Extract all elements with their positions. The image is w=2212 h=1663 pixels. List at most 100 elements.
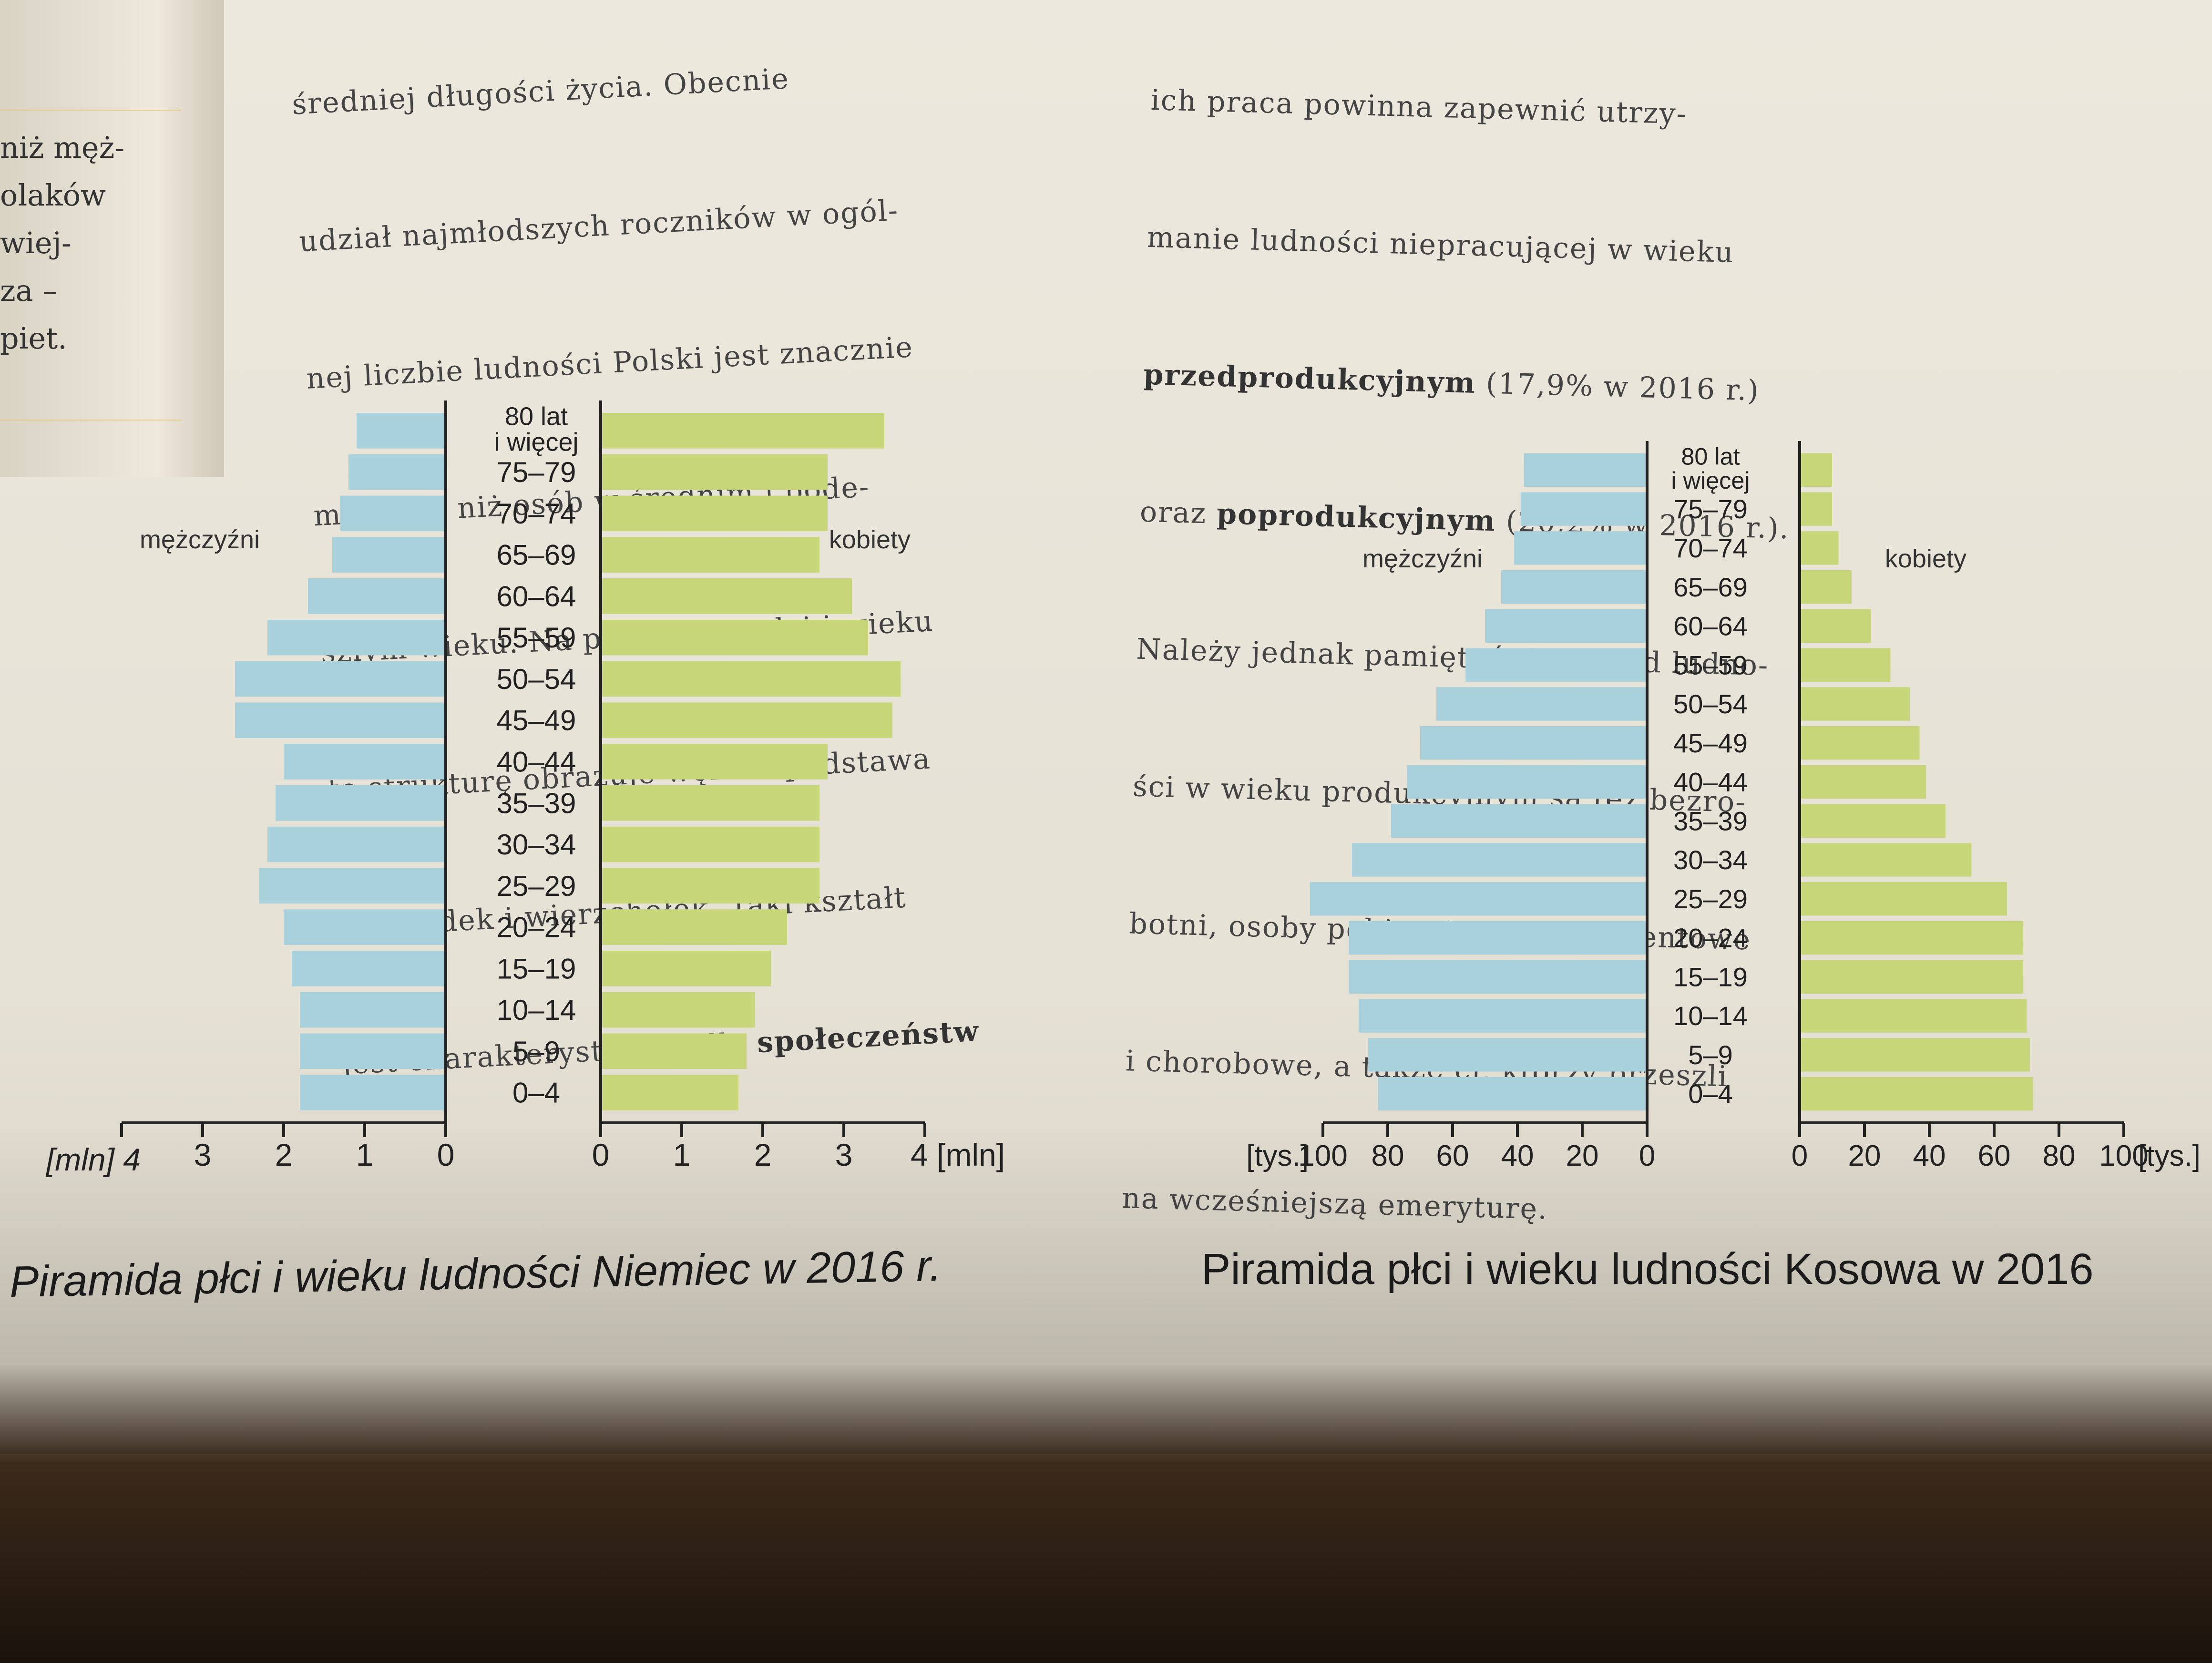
bar-male-germany (332, 537, 446, 573)
age-label: 70–74 (497, 498, 576, 530)
bar-female-germany (601, 744, 828, 780)
bar-female-germany (601, 909, 787, 945)
bar-female-germany (601, 702, 892, 739)
age-label: 0–4 (1688, 1079, 1732, 1109)
tick-label: 3 (194, 1137, 212, 1172)
tick-label: 3 (835, 1137, 853, 1172)
tick-label: 2 (754, 1137, 772, 1172)
bar-male-kosovo (1349, 921, 1647, 955)
bar-male-kosovo (1420, 726, 1647, 760)
age-label: 10–14 (497, 994, 576, 1026)
bar-male-kosovo (1368, 1038, 1647, 1072)
bar-female-kosovo (1800, 570, 1852, 604)
legend-male-label: mężczyźni (1362, 544, 1483, 573)
bar-male-germany (284, 744, 446, 780)
bar-male-kosovo (1501, 570, 1647, 604)
bar-male-germany (300, 1033, 446, 1069)
bar-female-kosovo (1800, 960, 2024, 994)
legend-female-label: kobiety (829, 525, 911, 554)
age-label: 10–14 (1673, 1001, 1748, 1031)
age-label: 20–24 (1673, 923, 1748, 953)
bar-female-kosovo (1800, 765, 1926, 799)
bar-female-germany (601, 537, 819, 573)
tick-label: 0 (1792, 1139, 1808, 1172)
tick-label: 0 (1639, 1139, 1655, 1172)
bar-male-kosovo (1514, 531, 1647, 565)
left-page-edge: niż męż- olaków wiej- za – piet. (0, 0, 224, 477)
bar-male-kosovo (1352, 843, 1647, 877)
tick-label: 1 (673, 1137, 691, 1172)
age-label: 40–44 (1673, 767, 1748, 797)
bar-male-kosovo (1358, 999, 1647, 1033)
chart-caption-kosovo: Piramida płci i wieku ludności Kosowa w … (1201, 1245, 2094, 1293)
bar-female-germany (601, 619, 868, 656)
bar-female-kosovo (1800, 687, 1910, 721)
age-label: 60–64 (1673, 611, 1748, 641)
bar-female-germany (601, 785, 819, 821)
bar-female-germany (601, 1075, 738, 1110)
age-label: 30–34 (1673, 845, 1748, 875)
bar-female-germany (601, 495, 828, 532)
bar-female-kosovo (1800, 843, 1972, 877)
bar-female-kosovo (1800, 726, 1920, 760)
bar-female-kosovo (1800, 609, 1871, 643)
age-label: 15–19 (1673, 962, 1748, 992)
left-margin-text: niż męż- olaków wiej- za – piet. (0, 124, 124, 362)
bar-female-germany (601, 578, 852, 614)
legend-female-label: kobiety (1885, 544, 1966, 573)
tick-label: 20 (1566, 1139, 1599, 1172)
tick-label: 60 (1978, 1139, 2011, 1172)
bar-female-germany (601, 992, 755, 1028)
age-label: 55–59 (497, 622, 576, 654)
tick-label: 80 (1372, 1139, 1404, 1172)
bar-male-kosovo (1407, 765, 1647, 799)
age-label: 20–24 (497, 912, 576, 944)
age-label: 65–69 (497, 539, 576, 571)
age-label: 5–9 (512, 1036, 560, 1068)
bar-male-kosovo (1310, 882, 1647, 916)
age-label: 30–34 (497, 829, 576, 861)
page-divider-line (0, 420, 181, 421)
bar-male-germany (267, 826, 446, 862)
age-label: 35–39 (497, 787, 576, 819)
age-label: 50–54 (1673, 689, 1748, 719)
bar-female-germany (601, 413, 884, 449)
bar-female-kosovo (1800, 453, 1832, 487)
age-label: 0–4 (512, 1077, 560, 1109)
bar-male-kosovo (1465, 648, 1647, 682)
bar-male-kosovo (1378, 1077, 1647, 1111)
age-label: 60–64 (497, 580, 576, 612)
page-divider-line (0, 110, 181, 111)
bar-male-kosovo (1436, 687, 1647, 721)
age-label: 75–79 (497, 456, 576, 488)
bar-male-germany (300, 992, 446, 1028)
bar-female-kosovo (1800, 921, 2024, 955)
bar-female-germany (601, 1033, 747, 1069)
age-label: 40–44 (497, 746, 576, 778)
age-label: i więcej (494, 428, 578, 456)
tick-label: 40 (1501, 1139, 1534, 1172)
age-label: 80 lat (1681, 443, 1740, 470)
bar-male-germany (292, 951, 446, 986)
tick-label: 60 (1436, 1139, 1469, 1172)
bar-male-kosovo (1485, 609, 1647, 643)
bar-female-germany (601, 661, 901, 697)
bar-female-kosovo (1800, 1077, 2033, 1111)
margin-line: za – (0, 273, 58, 308)
age-label: 80 lat (505, 402, 568, 431)
tick-label: 80 (2043, 1139, 2076, 1172)
age-label: 5–9 (1688, 1040, 1732, 1070)
bar-male-germany (300, 1075, 446, 1110)
tick-label: 0 (437, 1137, 455, 1172)
tick-label: 20 (1848, 1139, 1881, 1172)
unit-label-left: [tys.] (1246, 1139, 1309, 1172)
bar-female-kosovo (1800, 492, 1832, 526)
bar-male-kosovo (1349, 960, 1647, 994)
bar-male-germany (348, 454, 446, 490)
bar-male-germany (284, 909, 446, 945)
age-label: 15–19 (497, 953, 576, 985)
margin-line: olaków (0, 178, 106, 213)
bar-male-germany (340, 495, 446, 532)
bar-female-kosovo (1800, 804, 1946, 838)
